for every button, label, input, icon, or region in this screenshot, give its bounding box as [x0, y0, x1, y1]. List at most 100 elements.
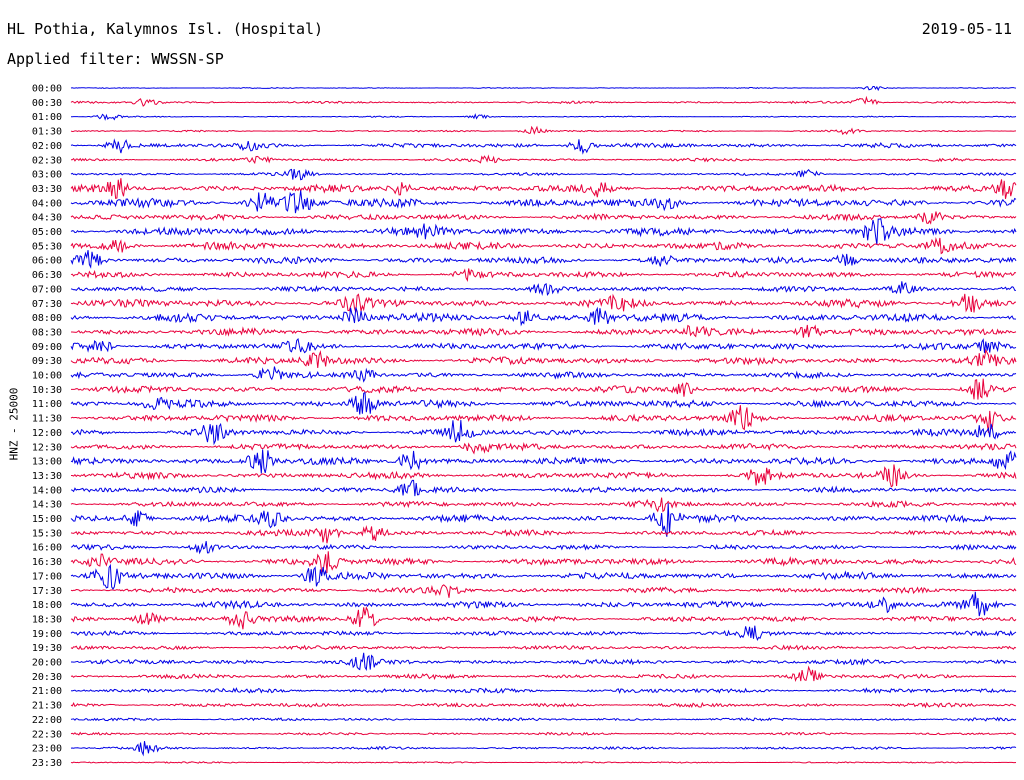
- trace-row-1100: [70, 391, 1017, 415]
- time-tick-label: 17:30: [32, 586, 62, 597]
- trace-row-1630: [70, 551, 1017, 574]
- date-label: 2019-05-11: [921, 20, 1012, 38]
- time-tick-label: 12:00: [32, 428, 62, 439]
- time-tick-label: 10:30: [32, 385, 62, 396]
- time-tick-label: 09:30: [32, 356, 62, 367]
- station-title: HL Pothia, Kalymnos Isl. (Hospital): [7, 20, 324, 38]
- time-tick-label: 04:30: [32, 213, 62, 224]
- trace-row-0630: [70, 268, 1017, 282]
- time-tick-label: 23:30: [32, 758, 62, 769]
- trace-row-0130: [70, 125, 1017, 136]
- trace-row-1800: [70, 591, 1017, 617]
- time-tick-label: 17:00: [32, 571, 62, 582]
- trace-row-0430: [70, 211, 1017, 225]
- trace-row-0230: [71, 154, 1017, 165]
- trace-row-2200: [70, 716, 1017, 722]
- time-tick-label: 00:30: [32, 98, 62, 109]
- time-tick-label: 01:30: [32, 127, 62, 138]
- trace-row-1330: [70, 464, 1017, 488]
- trace-row-2000: [70, 652, 1017, 672]
- time-tick-label: 20:30: [32, 672, 62, 683]
- trace-row-0530: [70, 237, 1017, 255]
- trace-row-0030: [70, 95, 1017, 107]
- trace-row-0100: [70, 113, 1017, 121]
- trace-row-0500: [70, 217, 1017, 245]
- time-tick-label: 15:00: [32, 514, 62, 525]
- time-tick-label: 16:00: [32, 543, 62, 554]
- time-tick-label: 02:00: [32, 141, 62, 152]
- time-tick-label: 21:00: [32, 686, 62, 697]
- trace-row-0830: [70, 324, 1017, 338]
- time-tick-label: 15:30: [32, 528, 62, 539]
- time-tick-label: 22:00: [32, 715, 62, 726]
- trace-row-1700: [70, 563, 1017, 590]
- time-tick-label: 12:30: [32, 442, 62, 453]
- time-tick-label: 19:30: [32, 643, 62, 654]
- time-tick-label: 23:00: [32, 744, 62, 755]
- trace-row-0000: [70, 85, 1017, 92]
- time-tick-label: 21:30: [32, 701, 62, 712]
- time-tick-label: 08:30: [32, 327, 62, 338]
- time-tick-label: 13:00: [32, 457, 62, 468]
- trace-row-2130: [70, 701, 1017, 709]
- time-tick-label: 11:30: [32, 414, 62, 425]
- filter-label: Applied filter: WWSSN-SP: [7, 50, 224, 68]
- time-tick-label: 14:30: [32, 500, 62, 511]
- trace-row-0330: [70, 178, 1017, 199]
- trace-row-1230: [70, 441, 1017, 455]
- time-tick-label: 20:00: [32, 658, 62, 669]
- time-tick-label: 06:00: [32, 256, 62, 267]
- time-tick-label: 06:30: [32, 270, 62, 281]
- trace-row-2030: [70, 665, 1017, 682]
- time-tick-label: 05:00: [32, 227, 62, 238]
- trace-row-2300: [70, 741, 1017, 757]
- trace-row-0900: [70, 337, 1017, 354]
- time-tick-label: 14:00: [32, 485, 62, 496]
- trace-row-1830: [70, 606, 1017, 630]
- time-tick-label: 01:00: [32, 112, 62, 123]
- trace-row-1930: [70, 644, 1017, 652]
- trace-row-1130: [70, 405, 1017, 433]
- time-tick-label: 19:00: [32, 629, 62, 640]
- trace-row-2330: [70, 761, 1017, 764]
- trace-row-2230: [70, 731, 1017, 736]
- time-tick-label: 18:00: [32, 600, 62, 611]
- trace-row-1430: [70, 497, 1017, 513]
- trace-row-1400: [70, 479, 1017, 497]
- trace-row-1530: [70, 524, 1017, 544]
- time-tick-label: 11:00: [32, 399, 62, 410]
- time-tick-label: 07:00: [32, 284, 62, 295]
- trace-row-0400: [70, 190, 1017, 214]
- trace-row-0800: [70, 306, 1017, 327]
- trace-row-1500: [70, 503, 1017, 537]
- trace-row-1000: [70, 366, 1017, 383]
- time-tick-label: 16:30: [32, 557, 62, 568]
- time-tick-label: 22:30: [32, 729, 62, 740]
- time-tick-label: 18:30: [32, 614, 62, 625]
- trace-row-0200: [70, 138, 1017, 155]
- trace-row-1200: [70, 420, 1017, 446]
- trace-row-0930: [70, 348, 1017, 369]
- trace-row-1600: [70, 541, 1017, 555]
- time-tick-label: 07:30: [32, 299, 62, 310]
- trace-row-0700: [70, 281, 1017, 296]
- time-tick-label: 13:30: [32, 471, 62, 482]
- trace-row-0600: [70, 250, 1017, 269]
- time-tick-label: 09:00: [32, 342, 62, 353]
- time-tick-label: 04:00: [32, 198, 62, 209]
- trace-row-1900: [70, 625, 1017, 642]
- time-tick-label: 10:00: [32, 371, 62, 382]
- time-tick-label: 00:00: [32, 84, 62, 95]
- time-tick-label: 08:00: [32, 313, 62, 324]
- trace-row-0300: [70, 168, 1017, 181]
- trace-row-1300: [70, 449, 1017, 474]
- trace-row-1030: [70, 378, 1017, 400]
- time-tick-label: 05:30: [32, 241, 62, 252]
- trace-row-2100: [70, 687, 1017, 695]
- time-tick-label: 02:30: [32, 155, 62, 166]
- time-tick-label: 03:00: [32, 170, 62, 181]
- time-tick-label: 03:30: [32, 184, 62, 195]
- trace-row-1730: [70, 584, 1017, 598]
- trace-row-0730: [70, 293, 1017, 313]
